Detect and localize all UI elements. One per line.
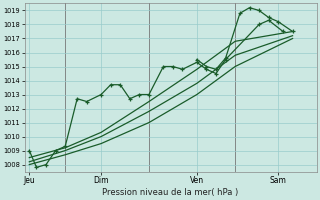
X-axis label: Pression niveau de la mer( hPa ): Pression niveau de la mer( hPa ) xyxy=(102,188,239,197)
